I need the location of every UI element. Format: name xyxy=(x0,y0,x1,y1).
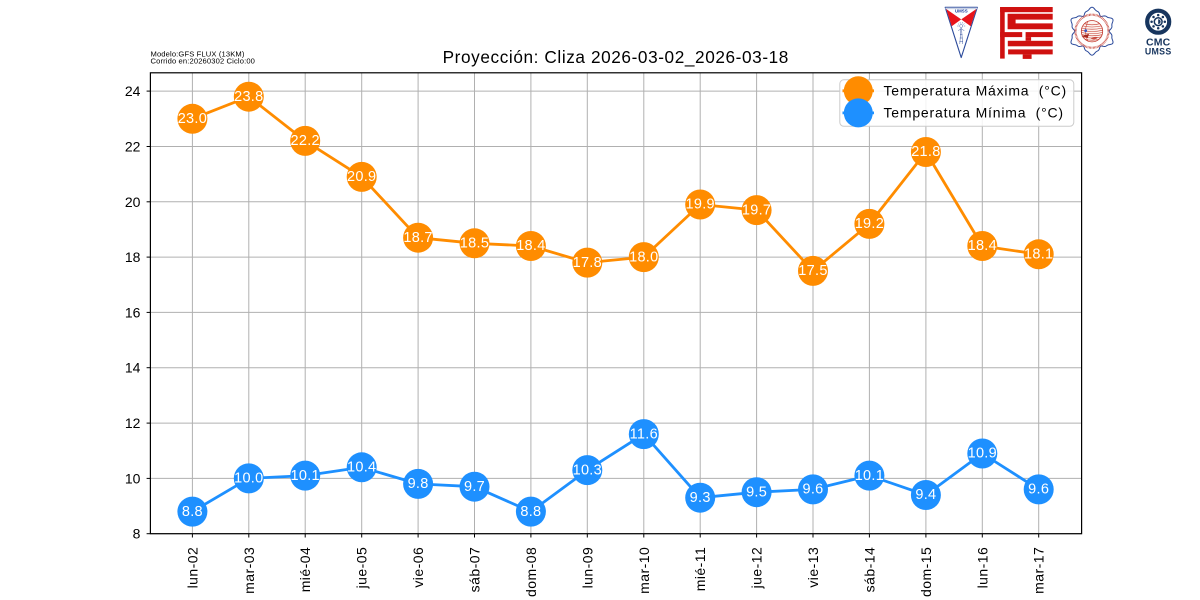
svg-text:10.1: 10.1 xyxy=(855,468,884,484)
svg-text:18.4: 18.4 xyxy=(516,238,545,254)
svg-text:9.7: 9.7 xyxy=(464,479,485,495)
svg-text:vie-13: vie-13 xyxy=(805,547,821,588)
svg-text:9.5: 9.5 xyxy=(746,484,767,500)
svg-text:18.5: 18.5 xyxy=(460,236,489,252)
svg-text:8.8: 8.8 xyxy=(182,504,203,520)
svg-text:17.8: 17.8 xyxy=(573,255,602,271)
svg-text:lun-02: lun-02 xyxy=(184,547,200,589)
svg-text:vie-06: vie-06 xyxy=(410,547,426,588)
svg-text:18: 18 xyxy=(125,249,141,265)
svg-text:19.2: 19.2 xyxy=(855,216,884,232)
svg-text:mar-10: mar-10 xyxy=(636,547,652,594)
svg-text:Temperatura Mínima (°C): Temperatura Mínima (°C) xyxy=(884,104,1064,120)
svg-text:8.8: 8.8 xyxy=(520,504,541,520)
svg-text:jue-05: jue-05 xyxy=(354,547,370,590)
svg-text:18.1: 18.1 xyxy=(1024,247,1053,263)
svg-text:9.4: 9.4 xyxy=(915,487,936,503)
svg-text:17.5: 17.5 xyxy=(798,263,827,279)
svg-text:10: 10 xyxy=(125,470,141,486)
svg-text:16: 16 xyxy=(125,304,141,320)
svg-text:9.8: 9.8 xyxy=(408,476,429,492)
svg-text:10.3: 10.3 xyxy=(573,462,602,478)
svg-text:19.7: 19.7 xyxy=(742,202,771,218)
svg-text:Temperatura Máxima (°C): Temperatura Máxima (°C) xyxy=(884,82,1068,98)
svg-text:10.9: 10.9 xyxy=(968,446,997,462)
svg-text:UMSS: UMSS xyxy=(955,9,968,14)
svg-text:dom-08: dom-08 xyxy=(523,547,539,597)
svg-text:10.4: 10.4 xyxy=(347,460,376,476)
svg-text:18.7: 18.7 xyxy=(403,230,432,246)
svg-text:19.9: 19.9 xyxy=(685,197,714,213)
svg-text:Proyección: Cliza 2026-03-02_2: Proyección: Cliza 2026-03-02_2026-03-18 xyxy=(443,47,789,67)
svg-text:20: 20 xyxy=(125,194,141,210)
svg-text:20.9: 20.9 xyxy=(347,169,376,185)
svg-text:14: 14 xyxy=(125,360,141,376)
svg-text:9.6: 9.6 xyxy=(1028,482,1049,498)
svg-text:lun-09: lun-09 xyxy=(579,547,595,589)
svg-text:10.0: 10.0 xyxy=(234,471,263,487)
svg-text:UMSS: UMSS xyxy=(1145,47,1172,57)
svg-text:sáb-14: sáb-14 xyxy=(861,547,877,593)
svg-text:9.6: 9.6 xyxy=(802,482,823,498)
svg-text:11.6: 11.6 xyxy=(630,426,658,442)
svg-text:12: 12 xyxy=(125,415,141,431)
svg-text:21.8: 21.8 xyxy=(911,144,940,160)
svg-text:23.8: 23.8 xyxy=(234,89,263,105)
svg-text:jue-12: jue-12 xyxy=(749,547,765,590)
svg-text:sáb-07: sáb-07 xyxy=(467,547,483,593)
svg-text:22: 22 xyxy=(125,139,141,155)
svg-text:mié-11: mié-11 xyxy=(692,547,708,591)
svg-text:18.4: 18.4 xyxy=(968,238,997,254)
svg-text:10.1: 10.1 xyxy=(290,468,319,484)
svg-text:dom-15: dom-15 xyxy=(918,547,934,597)
svg-text:24: 24 xyxy=(125,83,141,99)
svg-text:lun-16: lun-16 xyxy=(974,547,990,589)
svg-text:Corrido en:20260302 Ciclo:00: Corrido en:20260302 Ciclo:00 xyxy=(151,57,256,66)
svg-text:mar-17: mar-17 xyxy=(1031,547,1047,594)
svg-text:mar-03: mar-03 xyxy=(241,547,257,594)
svg-text:CMC: CMC xyxy=(1146,37,1171,49)
svg-text:22.2: 22.2 xyxy=(290,133,319,149)
svg-text:8: 8 xyxy=(133,526,141,542)
svg-text:18.0: 18.0 xyxy=(629,249,658,265)
svg-text:9.3: 9.3 xyxy=(690,490,711,506)
svg-text:mié-04: mié-04 xyxy=(297,547,313,593)
svg-text:23.0: 23.0 xyxy=(178,111,207,127)
svg-text:Modelo:GFS FLUX (13KM): Modelo:GFS FLUX (13KM) xyxy=(151,50,245,59)
